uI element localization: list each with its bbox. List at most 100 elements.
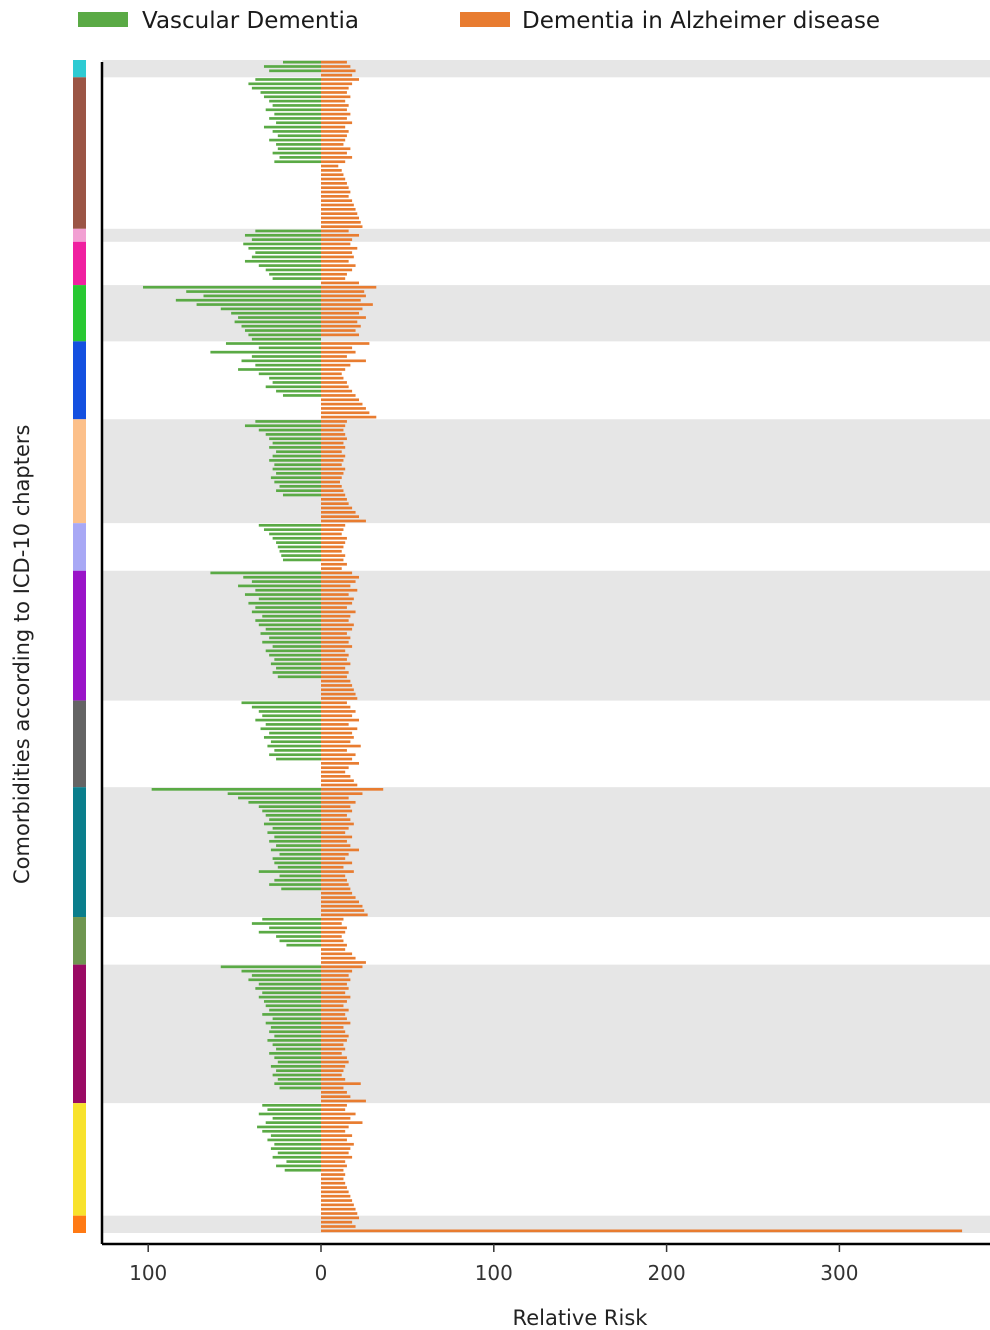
x-tick-label-4: 300 [820,1261,858,1285]
bar-vd-8-18 [265,649,321,653]
bar-ad-1-28 [321,199,353,203]
bar-vd-1-17 [272,151,321,155]
bar-vd-5-4 [241,359,321,363]
bar-ad-9-16 [321,770,346,774]
bar-vd-6-2 [258,428,321,432]
chapter-band-2 [102,228,990,242]
bar-ad-13-24 [321,1207,356,1211]
bar-vd-5-1 [258,346,321,350]
bar-ad-5-5 [321,363,351,367]
bar-ad-1-24 [321,182,347,185]
bar-ad-5-6 [321,368,346,371]
bar-ad-9-2 [321,710,356,713]
bar-ad-10-25 [321,896,356,899]
bar-vd-8-22 [276,666,321,670]
bar-ad-12-12 [321,1017,347,1021]
bar-ad-6-11 [321,467,346,471]
bar-ad-5-2 [321,350,356,354]
bar-vd-12-1 [241,969,321,973]
bar-ad-10-5 [321,809,353,813]
bar-ad-6-12 [321,472,344,475]
bar-vd-6-10 [274,463,321,467]
bar-ad-9-8 [321,736,354,739]
bar-ad-12-29 [321,1090,347,1094]
bar-ad-5-0 [321,342,370,345]
bar-vd-1-19 [274,160,321,164]
bar-vd-7-6 [279,549,321,553]
bar-vd-8-2 [251,580,321,583]
bar-ad-9-19 [321,783,358,787]
bar-ad-11-1 [321,922,342,925]
bar-vd-12-9 [265,1004,321,1008]
bar-ad-7-7 [321,554,346,557]
bar-vd-9-9 [270,740,321,744]
bar-vd-13-9 [274,1142,321,1146]
bar-ad-4-1 [321,290,365,293]
bar-vd-10-12 [269,839,321,843]
bar-vd-4-12 [251,337,321,341]
bar-ad-8-14 [321,632,347,635]
bar-ad-4-3 [321,298,361,302]
bar-ad-1-1 [321,82,353,86]
bar-vd-8-11 [255,619,321,622]
bar-ad-13-22 [321,1199,353,1202]
bar-vd-6-13 [270,476,321,480]
chapter-strip-8 [73,570,86,701]
bar-ad-10-27 [321,904,363,908]
chapter-strip-9 [73,700,86,788]
bar-ad-9-1 [321,705,351,709]
chapter-strip-5 [73,341,86,420]
bar-ad-7-9 [321,562,347,566]
bar-ad-7-10 [321,567,342,570]
bar-vd-13-11 [277,1151,321,1155]
bar-ad-6-6 [321,446,346,449]
bar-ad-7-5 [321,545,344,549]
bar-ad-7-6 [321,549,342,553]
bar-ad-13-21 [321,1194,351,1198]
bar-ad-10-11 [321,835,353,839]
bar-vd-3-8 [272,277,321,280]
bar-vd-1-16 [277,147,321,151]
bar-vd-4-11 [248,333,321,337]
bar-vd-8-3 [238,584,321,588]
bar-vd-12-20 [269,1052,321,1055]
bar-ad-1-25 [321,186,349,190]
bar-ad-6-5 [321,441,344,445]
bar-ad-7-0 [321,523,346,527]
bar-ad-1-29 [321,203,354,207]
bar-vd-13-14 [276,1164,321,1168]
bar-ad-10-6 [321,813,347,817]
bar-ad-8-15 [321,636,351,640]
bar-ad-12-26 [321,1077,346,1081]
bar-ad-13-8 [321,1138,347,1142]
bar-vd-3-6 [265,268,321,272]
bar-vd-12-19 [276,1047,321,1051]
bar-vd-2-1 [244,233,321,237]
bar-ad-1-0 [321,78,360,81]
bar-vd-8-17 [272,645,321,648]
bar-vd-13-3 [272,1116,321,1120]
bar-ad-9-4 [321,718,360,722]
bar-ad-1-11 [321,125,346,129]
bar-vd-12-17 [267,1039,321,1042]
bar-ad-0-1 [321,65,351,68]
bar-ad-5-3 [321,355,347,358]
bar-ad-12-17 [321,1039,347,1042]
bar-vd-8-0 [210,571,321,575]
bar-vd-1-15 [276,143,321,146]
bar-ad-12-18 [321,1043,344,1047]
bar-ad-12-16 [321,1034,349,1038]
bar-ad-10-22 [321,883,349,886]
bar-ad-13-20 [321,1190,349,1194]
bar-ad-10-3 [321,800,356,804]
bar-vd-12-7 [258,995,321,999]
bar-ad-12-2 [321,974,349,977]
bar-vd-10-13 [276,844,321,847]
bar-ad-10-12 [321,839,347,843]
chapter-color-strip [73,60,86,1233]
bar-ad-8-5 [321,593,349,596]
bar-vd-6-17 [282,493,321,497]
bar-ad-9-13 [321,757,353,761]
bar-vd-7-1 [263,528,321,531]
bar-vd-12-27 [274,1082,321,1086]
